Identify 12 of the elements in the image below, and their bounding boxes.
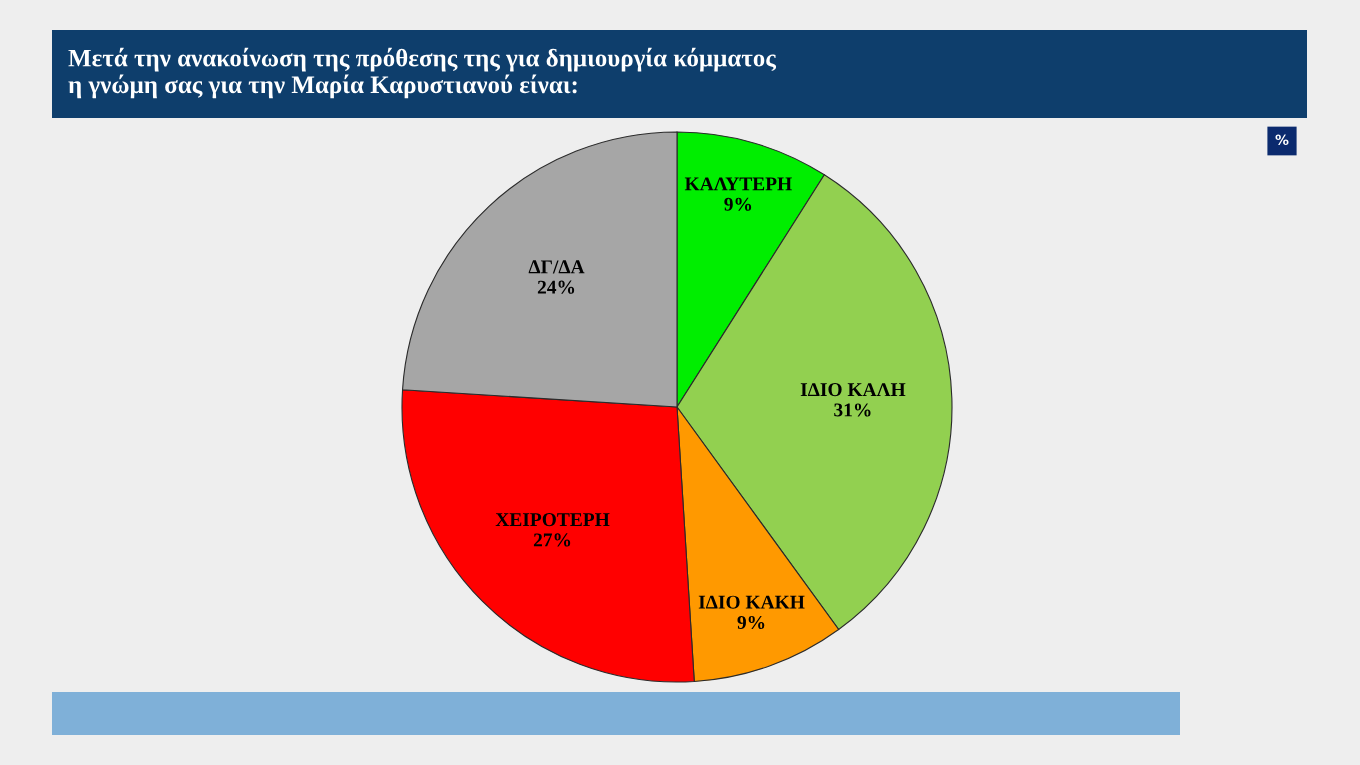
data-label: 9% <box>724 197 752 211</box>
slice-label: ΧΕΙΡΟΤΕΡΗ <box>495 513 610 527</box>
data-label: 9% <box>737 615 765 630</box>
slice-label: ΙΔΙΟ ΚΑΚΗ <box>698 595 805 609</box>
data-label: 24% <box>537 280 575 294</box>
chart-title: Μετά την ανακοίνωση της πρόθεσης της για δημιουργία κόμματος η γνώμη σας για την Μαρία Καρυστιανού είναι: <box>68 47 777 99</box>
slice-label: ΙΔΙΟ ΚΑΛΗ <box>800 383 906 397</box>
slice-label: ΚΑΛΥΤΕΡΗ <box>684 177 792 191</box>
data-label: 27% <box>533 533 571 547</box>
data-label: 31% <box>834 403 871 417</box>
text: % <box>1275 134 1289 146</box>
slice-label: ΔΓ/ΔΑ <box>528 260 585 274</box>
